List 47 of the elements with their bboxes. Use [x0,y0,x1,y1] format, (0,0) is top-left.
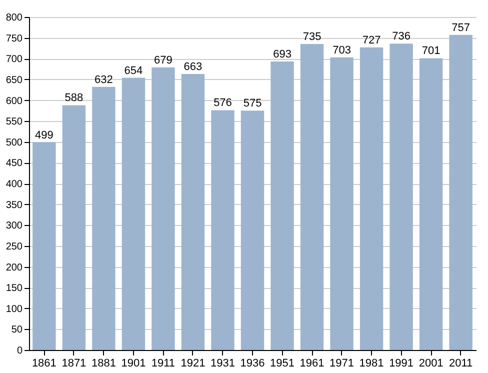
y-tick-label: 0 [16,346,23,356]
y-tick-label: 800 [6,12,23,24]
x-tick-label: 1911 [151,358,176,370]
y-tick-label: 600 [6,96,23,107]
data-label: 701 [422,45,440,58]
data-label: 499 [35,129,54,142]
data-label: 735 [302,31,322,44]
data-label: 693 [273,48,292,61]
data-label: 632 [94,74,113,86]
data-label: 575 [243,98,262,110]
y-tick-label: 150 [6,283,23,294]
data-label: 588 [64,92,84,104]
x-tick-label: 1981 [359,358,384,370]
data-label: 576 [214,97,232,110]
y-tick-label: 350 [6,200,23,211]
y-tick-label: 750 [6,33,23,44]
y-tick-label: 250 [6,241,23,252]
x-tick-label: 1921 [180,358,206,370]
y-tick-label: 650 [6,74,23,86]
x-tick-label: 2001 [418,358,444,370]
y-tick-label: 100 [6,304,23,315]
x-tick-label: 1961 [300,358,324,370]
data-label: 679 [154,54,172,66]
x-tick-label: 1871 [62,358,86,370]
y-tick-label: 450 [6,158,23,170]
x-tick-label: 1951 [270,358,295,370]
y-tick-label: 700 [6,54,23,66]
y-tick-label: 500 [6,137,23,148]
x-tick-label: 1936 [240,358,265,370]
x-tick-label: 1861 [32,358,56,370]
data-label: 727 [362,34,381,46]
data-label: 757 [452,22,470,34]
y-tick-label: 300 [6,220,23,232]
y-tick-label: 50 [11,324,23,336]
y-tick-label: 550 [6,116,23,128]
x-tick-label: 1991 [389,358,414,370]
data-label: 703 [332,44,351,56]
x-tick-label: 2011 [448,358,473,370]
y-tick-label: 400 [6,179,23,190]
x-tick-label: 1931 [210,358,235,370]
x-tick-label: 1881 [91,358,116,370]
data-label: 736 [392,30,410,43]
data-label: 654 [124,64,143,77]
data-label: 663 [184,61,202,74]
x-tick-label: 1971 [330,358,354,370]
x-tick-label: 1901 [121,358,146,370]
y-tick-label: 200 [6,262,23,274]
